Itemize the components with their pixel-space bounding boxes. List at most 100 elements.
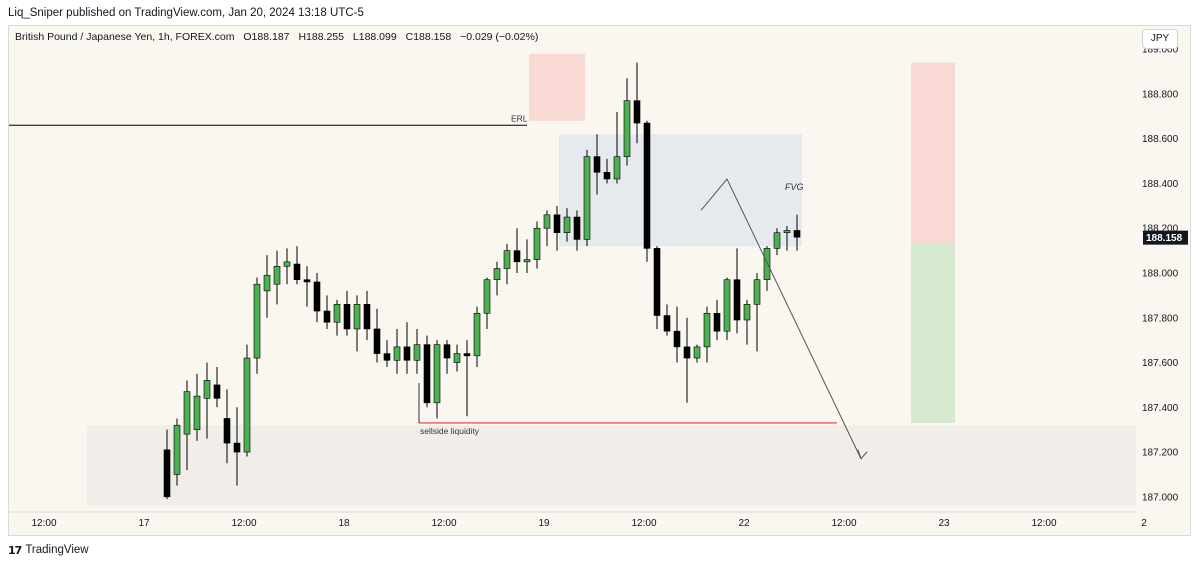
time-tick-label: 12:00 xyxy=(831,518,856,529)
sellside-label: sellside liquidity xyxy=(420,426,480,436)
projection-arrow xyxy=(700,178,862,459)
bull-candle xyxy=(263,274,271,292)
fvg-label: FVG xyxy=(785,182,804,192)
legend-low: L188.099 xyxy=(352,31,397,43)
bear-candle xyxy=(403,346,411,361)
bull-candle xyxy=(493,268,501,281)
bull-candle xyxy=(243,357,251,453)
bull-candle xyxy=(253,283,261,359)
time-tick-label: 12:00 xyxy=(1031,518,1056,529)
supply-zone xyxy=(529,53,585,121)
bull-candle xyxy=(333,304,341,323)
bull-candle xyxy=(523,259,531,263)
bear-candle xyxy=(513,250,521,263)
price-tick-label: 187.000 xyxy=(1142,492,1179,503)
bear-candle xyxy=(213,384,221,399)
legend-change: −0.029 (−0.02%) xyxy=(460,31,539,43)
bull-candle xyxy=(413,344,421,361)
tradingview-logo-icon: 17 xyxy=(8,543,22,557)
bear-candle xyxy=(443,344,451,359)
bear-candle xyxy=(383,353,391,361)
price-tick-label: 189.000 xyxy=(1142,45,1179,56)
bull-candle xyxy=(693,346,701,359)
price-tick-label: 188.600 xyxy=(1142,134,1179,145)
price-tick-label: 187.800 xyxy=(1142,313,1179,324)
price-axis xyxy=(1136,26,1190,535)
chart-legend: British Pound / Japanese Yen, 1h, FOREX.… xyxy=(15,31,544,43)
fvg-zone xyxy=(559,134,802,247)
bear-candle xyxy=(633,100,641,124)
bear-candle xyxy=(733,279,741,321)
footer: 17 TradingView xyxy=(8,541,89,559)
bull-candle xyxy=(753,279,761,305)
projection-arrowhead xyxy=(857,449,868,460)
bull-candle xyxy=(453,353,461,363)
bear-candle xyxy=(423,344,431,404)
price-tick-label: 188.800 xyxy=(1142,89,1179,100)
bear-candle xyxy=(603,171,611,180)
bull-candle xyxy=(723,279,731,332)
bear-candle xyxy=(713,312,721,332)
time-tick-label: 19 xyxy=(538,518,550,529)
bull-candle xyxy=(773,232,781,249)
bear-candle xyxy=(233,442,241,453)
bear-candle xyxy=(653,248,661,316)
bull-candle xyxy=(783,230,791,234)
bull-candle xyxy=(473,312,481,357)
bear-candle xyxy=(293,263,301,281)
bear-candle xyxy=(463,353,471,357)
bear-candle xyxy=(313,281,321,312)
position-target-zone xyxy=(911,243,955,423)
bull-candle xyxy=(353,304,361,330)
bear-candle xyxy=(593,156,601,173)
bear-candle xyxy=(363,304,371,330)
bear-candle xyxy=(673,330,681,348)
bear-candle xyxy=(553,214,561,234)
bull-candle xyxy=(743,304,751,321)
legend-close: C188.158 xyxy=(405,31,452,43)
bull-candle xyxy=(183,391,191,435)
price-tick-label: 187.600 xyxy=(1142,358,1179,369)
chart-pane[interactable]: FVG ERL sellside liquidity 189.000 188.800 18… xyxy=(8,25,1191,536)
erl-label: ERL xyxy=(511,113,528,123)
bull-candle xyxy=(193,395,201,430)
bear-candle xyxy=(793,230,801,238)
bull-candle xyxy=(483,279,491,314)
bear-candle xyxy=(373,328,381,354)
bull-candle xyxy=(203,380,211,399)
publisher-line: Liq_Sniper published on TradingView.com,… xyxy=(8,7,364,19)
legend-symbol: British Pound / Japanese Yen, 1h, FOREX.… xyxy=(15,31,235,43)
tradingview-brand[interactable]: TradingView xyxy=(25,544,89,556)
time-tick-label: 12:00 xyxy=(31,518,56,529)
bear-candle xyxy=(323,310,331,323)
price-tick-label: 188.000 xyxy=(1142,269,1179,280)
price-tick-label: 188.200 xyxy=(1142,224,1179,235)
bear-candle xyxy=(223,418,231,444)
bull-candle xyxy=(583,156,591,240)
publisher-bar: Liq_Sniper published on TradingView.com,… xyxy=(0,0,1200,26)
bull-candle xyxy=(273,265,281,285)
bull-candle xyxy=(393,346,401,361)
price-tick-label: 187.400 xyxy=(1142,403,1179,414)
bull-candle xyxy=(763,248,771,281)
price-chart[interactable]: FVG ERL sellside liquidity 189.000 188.800 18… xyxy=(9,26,1191,536)
time-tick-label: 12:00 xyxy=(631,518,656,529)
bear-candle xyxy=(663,315,671,332)
bull-candle xyxy=(283,261,291,267)
bear-candle xyxy=(163,449,171,498)
bear-candle xyxy=(343,304,351,330)
bull-candle xyxy=(173,424,181,475)
legend-high: H188.255 xyxy=(298,31,344,43)
time-tick-label: 18 xyxy=(338,518,350,529)
bull-candle xyxy=(623,100,631,157)
currency-button[interactable]: JPY xyxy=(1142,29,1178,49)
bull-candle xyxy=(613,156,621,180)
last-price-label: 188.158 xyxy=(1146,233,1183,244)
bull-candle xyxy=(503,250,511,269)
bull-candle xyxy=(703,312,711,348)
bull-candle xyxy=(433,344,441,404)
last-price-tag xyxy=(1143,230,1188,245)
time-tick-label: 22 xyxy=(738,518,750,529)
bear-candle xyxy=(573,216,581,240)
price-tick-label: 188.400 xyxy=(1142,179,1179,190)
